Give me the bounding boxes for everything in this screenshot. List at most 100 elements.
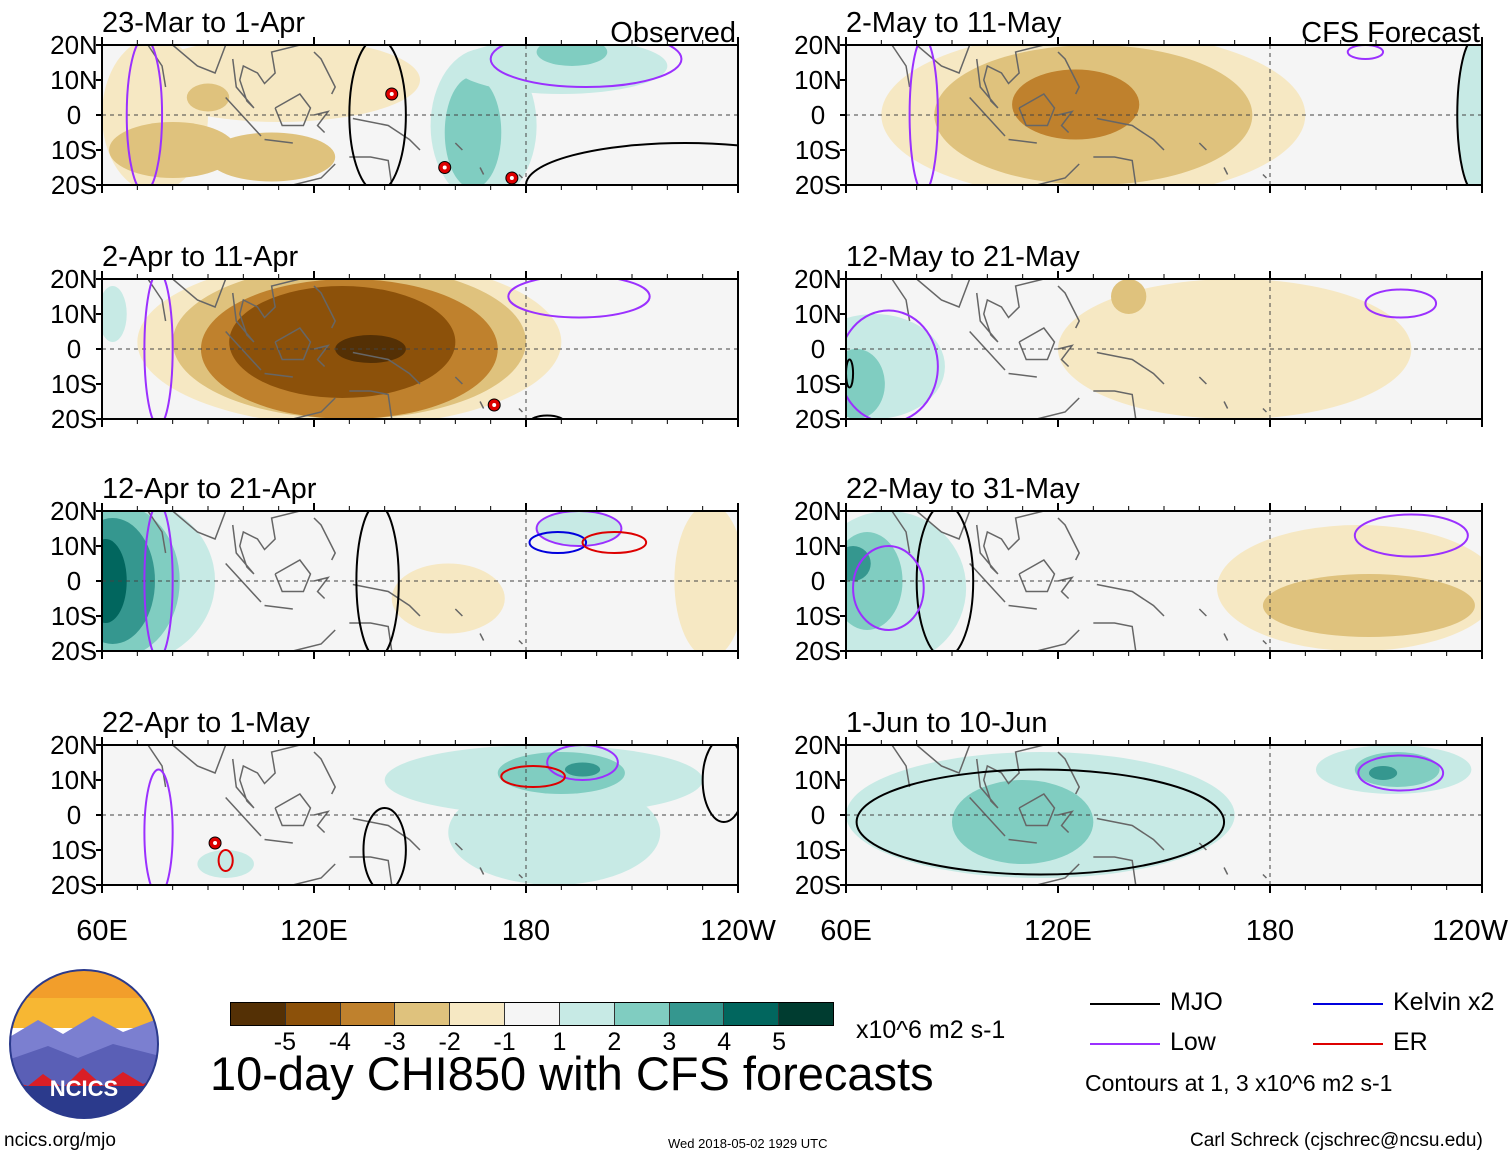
panel-period: 22-Apr to 1-May: [102, 707, 310, 739]
anomaly-region: [846, 546, 871, 581]
lat-tick-label: 20S: [795, 636, 841, 666]
coastline: [352, 351, 421, 385]
coastline: [1057, 576, 1075, 600]
panel-map: [846, 511, 1482, 651]
coastline: [231, 45, 301, 109]
coastline: [313, 517, 337, 561]
lat-tick-label: 20S: [795, 404, 841, 434]
coastline: [891, 511, 911, 554]
lat-tick-label: 20S: [51, 170, 97, 200]
contour-er: [217, 849, 234, 872]
logo-text: NCICS: [50, 1076, 118, 1101]
contour-mjo: [915, 511, 975, 651]
lat-tick-label: 10N: [794, 531, 842, 561]
coastline: [1018, 327, 1056, 361]
contour-low: [535, 511, 623, 547]
contour-low: [489, 45, 683, 88]
coastline: [1018, 93, 1056, 127]
coastline: [147, 45, 167, 88]
coastline: [1057, 344, 1075, 368]
coastline: [916, 745, 971, 774]
coastline: [1036, 863, 1080, 885]
legend-er-line: [1313, 1043, 1383, 1045]
lat-tick-label: 10N: [50, 765, 98, 795]
contour-er: [581, 531, 648, 554]
panel-source-label: Observed: [610, 17, 736, 49]
colorbar-tick-label: -4: [328, 1028, 351, 1056]
anomaly-region: [1058, 279, 1412, 419]
cyclone-icon: [438, 161, 452, 174]
lat-tick-label: 10N: [794, 65, 842, 95]
lat-tick-label: 10S: [51, 135, 97, 165]
anomaly-region: [186, 83, 230, 112]
colorbar-ticks: -5 -4 -3 -2 -1 1 2 3 4 5: [230, 1028, 834, 1062]
contour-mjo: [525, 142, 738, 185]
legend-er-label: ER: [1393, 1028, 1428, 1056]
legend-low-label: Low: [1170, 1028, 1216, 1056]
coastline: [454, 376, 463, 385]
coastline: [264, 138, 293, 144]
coastline: [1198, 608, 1207, 617]
coastline: [274, 559, 312, 593]
contour-mjo: [362, 807, 407, 885]
coastline: [313, 344, 331, 368]
coastline: [1262, 407, 1267, 413]
coastline: [479, 633, 485, 641]
colorbar-tick-label: -5: [273, 1028, 297, 1056]
panel-period: 12-May to 21-May: [846, 241, 1080, 273]
coastline: [1223, 867, 1229, 875]
coastline: [1036, 629, 1080, 651]
lat-tick-label: 0: [67, 800, 81, 830]
contours-note: Contours at 1, 3 x10^6 m2 s-1: [1085, 1070, 1393, 1096]
lat-tick-label: 10S: [795, 369, 841, 399]
anomaly-region: [208, 132, 336, 182]
panel-map: [102, 45, 738, 185]
coastline: [264, 838, 293, 844]
colorbar-swatch: [395, 1003, 451, 1025]
units-label: x10^6 m2 s-1: [856, 1016, 1006, 1044]
timestamp: Wed 2018-05-02 1929 UTC: [668, 1136, 828, 1151]
anomaly-region: [1262, 574, 1475, 637]
anomaly-region: [846, 349, 885, 419]
coastline: [975, 45, 1045, 109]
colorbar-tick-label: 2: [607, 1028, 622, 1056]
coastline: [313, 810, 331, 834]
coastline: [1008, 604, 1037, 610]
contour-mjo: [846, 358, 855, 389]
lon-tick-label: 120W: [1432, 915, 1508, 947]
colorbar-swatch: [724, 1003, 780, 1025]
coastline: [231, 511, 301, 575]
contour-low: [143, 768, 174, 885]
coastline: [891, 45, 911, 88]
cyclone-icon: [505, 171, 519, 185]
lon-tick-label: 120W: [700, 915, 776, 947]
coastline: [454, 608, 463, 617]
anomaly-region: [497, 752, 625, 794]
site-link[interactable]: ncics.org/mjo: [4, 1130, 116, 1151]
contour-low: [546, 745, 619, 781]
coastline: [274, 93, 312, 127]
colorbar-tick-label: -3: [383, 1028, 406, 1056]
figure-title: 10-day CHI850 with CFS forecasts: [210, 1047, 934, 1100]
coastline: [352, 117, 421, 151]
legend-low-line: [1090, 1043, 1160, 1045]
lat-tick-label: 20N: [794, 264, 842, 294]
coastline: [231, 279, 301, 343]
lat-tick-label: 20N: [50, 730, 98, 760]
coastline: [1223, 401, 1229, 409]
anomaly-region: [1012, 69, 1140, 140]
coastline: [1036, 163, 1080, 185]
anomaly-region: [109, 122, 237, 178]
lat-tick-label: 0: [811, 100, 825, 130]
coastline: [518, 173, 523, 179]
panel-7: 20N 10N 0 10S 20S 1-Jun to 10-Jun 60E 120E 180 12…: [794, 707, 1508, 947]
panel-period: 12-Apr to 21-Apr: [102, 473, 317, 505]
coastline: [1057, 110, 1075, 134]
coastline: [479, 167, 485, 175]
panel-period: 2-Apr to 11-Apr: [102, 241, 298, 273]
panel-4: 20N 10N 0 10S 20S 2-May to 11-May CFS Forecast: [794, 7, 1483, 200]
lat-tick-label: 10S: [795, 835, 841, 865]
anomaly-region: [1368, 766, 1398, 780]
lat-tick-label: 10S: [795, 135, 841, 165]
panel-5: 20N 10N 0 10S 20S 12-May to 21-May: [794, 241, 1483, 434]
